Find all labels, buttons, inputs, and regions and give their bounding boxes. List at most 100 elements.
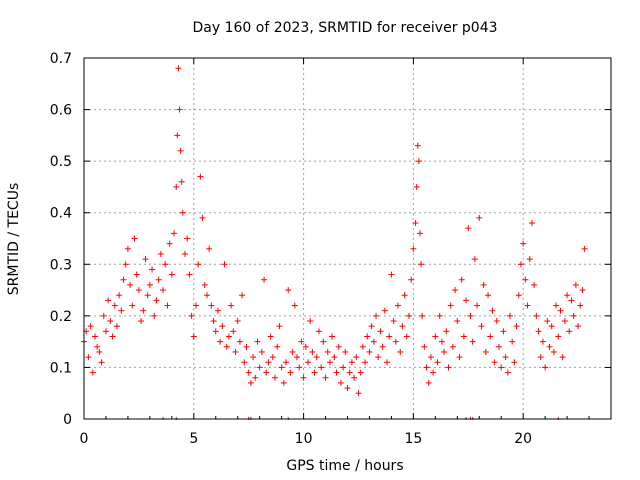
plot-frame (83, 57, 612, 420)
data-point (564, 292, 571, 299)
data-point (98, 359, 105, 366)
data-point (274, 343, 281, 350)
data-point (522, 276, 529, 283)
data-point (561, 318, 568, 325)
data-point (395, 302, 402, 309)
data-point (324, 348, 331, 355)
data-point (368, 323, 375, 330)
data-points (81, 65, 588, 397)
data-point (133, 271, 140, 278)
data-point (524, 302, 531, 309)
data-point (144, 292, 151, 299)
data-point (267, 333, 274, 340)
data-point (480, 281, 487, 288)
data-point (348, 359, 355, 366)
data-point (557, 307, 564, 314)
data-point (315, 328, 322, 335)
data-point (515, 292, 522, 299)
data-point (269, 354, 276, 361)
data-point (526, 256, 533, 263)
chart-title: Day 160 of 2023, SRMTID for receiver p04… (192, 20, 497, 36)
data-point (201, 281, 208, 288)
data-point (85, 354, 92, 361)
data-point (568, 297, 575, 304)
data-point (425, 379, 432, 386)
data-point (217, 338, 224, 345)
data-point (489, 307, 496, 314)
axis-ticks (83, 57, 611, 420)
data-point (359, 343, 366, 350)
x-tick-labels: 0 5 10 15 20 (80, 431, 533, 447)
data-point (340, 364, 347, 371)
y-tick-label: 0.2 (50, 309, 72, 325)
data-point (254, 338, 261, 345)
data-point (482, 348, 489, 355)
data-point (454, 318, 461, 325)
data-point (392, 338, 399, 345)
data-point (575, 323, 582, 330)
data-point (370, 338, 377, 345)
data-point (581, 245, 588, 252)
data-point (318, 364, 325, 371)
data-point (190, 333, 197, 340)
data-point (230, 328, 237, 335)
data-point (506, 312, 513, 319)
data-point (447, 302, 454, 309)
data-point (520, 240, 527, 247)
data-point (258, 348, 265, 355)
data-point (223, 343, 230, 350)
data-point (570, 312, 577, 319)
data-point (333, 369, 340, 376)
x-tick-label: 20 (514, 431, 532, 447)
data-point (434, 359, 441, 366)
data-point (531, 281, 538, 288)
data-point (533, 312, 540, 319)
data-point (210, 318, 217, 325)
data-point (206, 245, 213, 252)
data-point (537, 354, 544, 361)
data-point (212, 328, 219, 335)
data-point (208, 302, 215, 309)
data-point (118, 307, 125, 314)
data-point (460, 333, 467, 340)
data-point (548, 323, 555, 330)
data-point (320, 338, 327, 345)
data-point (465, 225, 472, 232)
data-point (102, 328, 109, 335)
data-point (157, 250, 164, 257)
data-point (287, 369, 294, 376)
data-point (555, 333, 562, 340)
data-point (91, 333, 98, 340)
data-point (452, 287, 459, 294)
data-point (94, 343, 101, 350)
data-point (390, 318, 397, 325)
data-point (438, 338, 445, 345)
data-point (421, 343, 428, 350)
data-point (322, 374, 329, 381)
data-point (362, 359, 369, 366)
data-point (337, 379, 344, 386)
data-point (544, 318, 551, 325)
data-point (289, 348, 296, 355)
x-tick-label: 15 (404, 431, 422, 447)
data-point (456, 354, 463, 361)
data-point (528, 220, 535, 227)
data-point (280, 379, 287, 386)
data-point (153, 297, 160, 304)
data-point (401, 292, 408, 299)
data-point (474, 302, 481, 309)
data-point (261, 276, 268, 283)
data-point (504, 369, 511, 376)
x-axis-label: GPS time / hours (286, 458, 403, 474)
data-point (232, 348, 239, 355)
data-point (502, 354, 509, 361)
data-point (120, 276, 127, 283)
data-point (309, 348, 316, 355)
data-point (265, 359, 272, 366)
y-tick-label: 0.3 (50, 257, 72, 273)
data-point (559, 354, 566, 361)
data-point (256, 364, 263, 371)
data-point (353, 354, 360, 361)
data-point (579, 287, 586, 294)
data-point (146, 281, 153, 288)
